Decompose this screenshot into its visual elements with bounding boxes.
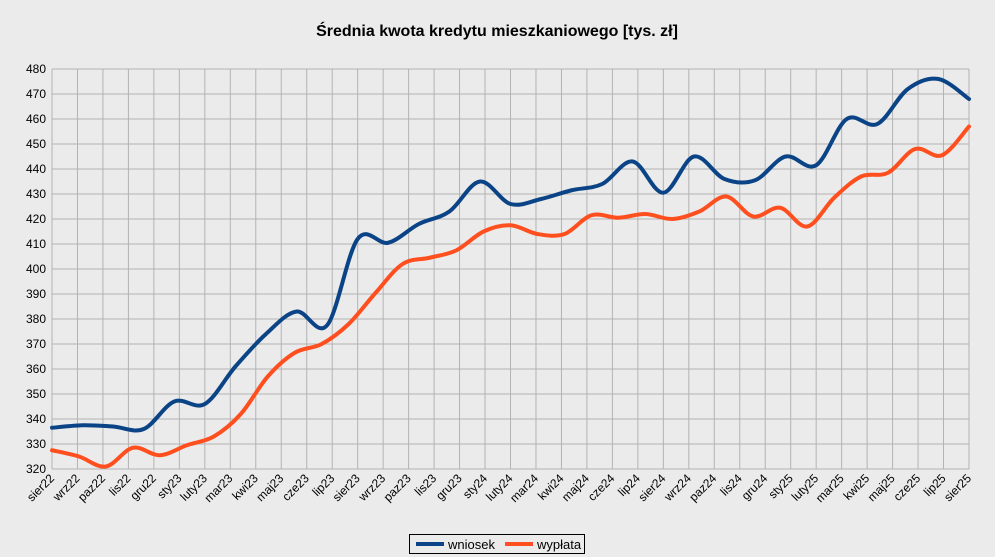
legend-swatch-wniosek — [416, 542, 444, 546]
gridlines — [51, 68, 970, 470]
legend-item-wniosek: wniosek — [416, 537, 495, 552]
x-tick-label: paz24 — [686, 471, 719, 504]
x-tick-label: gru22 — [127, 471, 159, 503]
y-tick-label: 350 — [26, 387, 46, 401]
y-tick-label: 460 — [26, 112, 46, 126]
x-tick-label: cze24 — [585, 471, 618, 504]
y-tick-label: 340 — [26, 412, 46, 426]
legend: wniosek wypłata — [409, 534, 585, 554]
y-tick-label: 360 — [26, 362, 46, 376]
chart-title: Średnia kwota kredytu mieszkaniowego [ty… — [316, 21, 678, 40]
x-tick-label: mar23 — [201, 471, 235, 505]
y-tick-label: 370 — [26, 337, 46, 351]
x-tick-label: maj25 — [865, 471, 898, 504]
x-tick-label: cze25 — [891, 471, 924, 504]
legend-item-wyplata: wypłata — [504, 536, 582, 552]
series-line-wyplata — [50, 124, 971, 469]
y-tick-label: 430 — [26, 187, 46, 201]
x-tick-label: sier24 — [635, 471, 668, 504]
series-line-wniosek — [50, 76, 971, 433]
y-tick-label: 420 — [26, 212, 46, 226]
x-tick-label: maj24 — [559, 471, 592, 504]
x-tick-label: maj23 — [253, 471, 286, 504]
legend-label-wyplata: wypłata — [536, 536, 582, 552]
legend-label-wniosek: wniosek — [448, 536, 495, 552]
x-tick-label: wrz24 — [661, 471, 694, 504]
x-tick-label: gru23 — [433, 471, 465, 503]
series-layer — [50, 76, 971, 469]
y-tick-label: 470 — [26, 87, 46, 101]
y-tick-label: 480 — [26, 62, 46, 76]
legend-swatch-wyplata — [504, 542, 533, 546]
x-tick-label: paz22 — [75, 471, 108, 504]
x-tick-label: wrz22 — [49, 471, 82, 504]
y-tick-label: 320 — [26, 462, 46, 476]
x-tick-label: sier25 — [941, 471, 974, 504]
y-tick-label: 450 — [26, 137, 46, 151]
x-tick-label: paz23 — [381, 471, 414, 504]
x-axis-ticks: sier22wrz22paz22lis22gru22sty23luty23mar… — [24, 471, 974, 505]
y-tick-label: 410 — [26, 237, 46, 251]
x-tick-label: mar24 — [507, 471, 541, 505]
y-tick-label: 390 — [26, 287, 46, 301]
x-tick-label: wrz23 — [355, 471, 388, 504]
x-tick-label: sier23 — [330, 471, 363, 504]
y-tick-label: 400 — [26, 262, 46, 276]
y-tick-label: 380 — [26, 312, 46, 326]
y-tick-label: 330 — [26, 437, 46, 451]
y-tick-label: 440 — [26, 162, 46, 176]
x-tick-label: gru24 — [739, 471, 771, 503]
y-axis-ticks: 320 330 340 350 360 370 380 390 400 410 420 430 440 4… — [26, 62, 46, 476]
x-tick-label: mar25 — [813, 471, 847, 505]
x-tick-label: cze23 — [279, 471, 312, 504]
